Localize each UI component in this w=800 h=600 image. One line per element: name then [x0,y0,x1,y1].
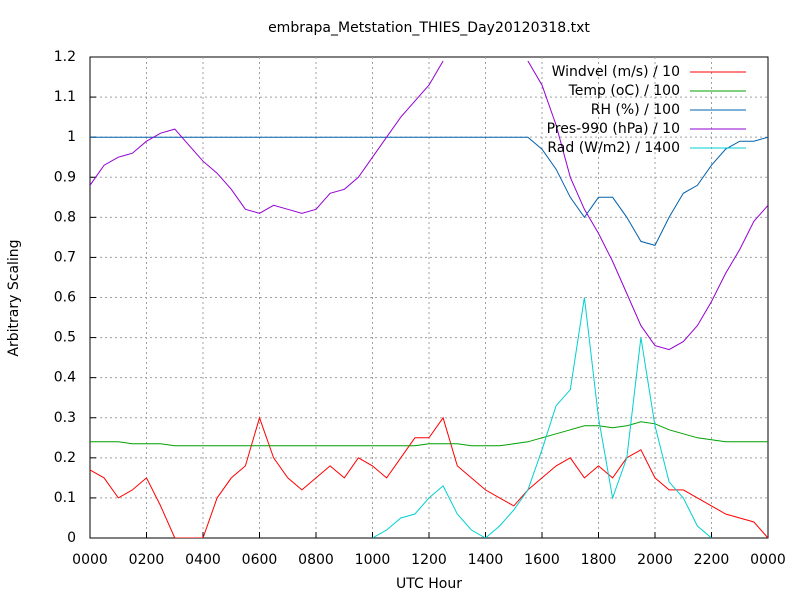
x-tick-label: 0000 [750,552,786,568]
y-tick-label: 1 [67,129,76,145]
legend-label: Windvel (m/s) / 10 [552,64,680,80]
y-tick-label: 0.2 [54,450,76,466]
x-tick-label: 1200 [411,552,447,568]
series-line [372,297,712,538]
y-tick-label: 0.5 [54,330,76,346]
y-tick-label: 0.3 [54,410,76,426]
series-line [90,136,768,246]
legend-label: Pres-990 (hPa) / 10 [547,121,680,137]
y-tick-label: 1.2 [54,49,76,65]
y-tick-label: 0.9 [54,169,76,185]
x-tick-label: 1800 [581,552,617,568]
x-tick-label: 0600 [242,552,278,568]
y-tick-label: 0.1 [54,490,76,506]
y-tick-label: 1.1 [54,89,76,105]
x-tick-label: 1000 [355,552,391,568]
x-axis-label: UTC Hour [396,576,462,592]
x-tick-label: 0400 [185,552,221,568]
x-tick-label: 0800 [298,552,334,568]
y-tick-label: 0 [67,530,76,546]
y-tick-label: 0.7 [54,249,76,265]
y-tick-label: 0.8 [54,209,76,225]
y-axis-label: Arbitrary Scaling [6,239,22,356]
chart-title: embrapa_Metstation_THIES_Day20120318.txt [268,20,590,36]
y-tick-label: 0.4 [54,370,76,386]
series-line [90,60,768,351]
x-tick-label: 1400 [468,552,504,568]
x-tick-label: 2200 [694,552,730,568]
x-tick-label: 2000 [637,552,673,568]
series-line [90,416,768,538]
legend-label: Temp (oC) / 100 [568,83,680,99]
legend-label: Rad (W/m2) / 1400 [547,140,680,156]
x-tick-label: 0000 [72,552,108,568]
y-tick-label: 0.6 [54,290,76,306]
x-tick-label: 0200 [129,552,165,568]
legend-label: RH (%) / 100 [591,102,680,118]
x-tick-label: 1600 [524,552,560,568]
